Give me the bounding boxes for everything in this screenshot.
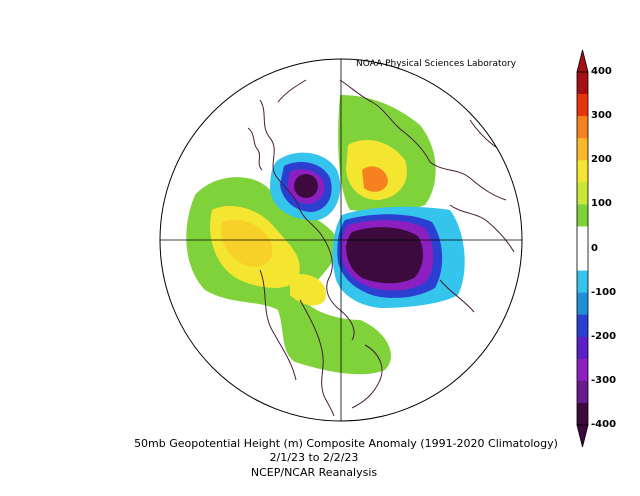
colorbar-segment	[577, 204, 588, 227]
colorbar-segment	[577, 116, 588, 139]
coastline-arctic-north	[277, 79, 307, 103]
colorbar-segment	[577, 270, 588, 293]
colorbar-segment	[577, 402, 588, 426]
colorbar-tick-label: 200	[591, 154, 612, 166]
coastline-africa-east	[351, 344, 383, 409]
coastlines	[247, 79, 515, 417]
colorbar-top-arrow	[576, 49, 589, 73]
coastline-arctic-islands	[247, 127, 263, 171]
positive-anomaly-eurasia-max	[362, 166, 388, 192]
colorbar-segment	[577, 94, 588, 117]
coastline-asia-east	[449, 204, 515, 253]
colorbar-tick-label: -100	[591, 286, 617, 298]
colorbar-tick-label: -300	[591, 374, 617, 386]
colorbar-segment	[577, 314, 588, 338]
colorbar-segment	[577, 358, 588, 382]
colorbar	[576, 49, 589, 448]
coastline-americas	[259, 269, 297, 381]
colorbar-tick-label: 100	[591, 198, 612, 210]
positive-anomaly-pacific-core2	[221, 219, 273, 267]
map-caption-title: 50mb Geopotential Height (m) Composite A…	[134, 437, 558, 450]
map-caption-source: NCEP/NCAR Reanalysis	[250, 466, 378, 479]
coastline-scandinavia	[339, 79, 431, 163]
colorbar-border	[576, 71, 589, 426]
colorbar-tick-label: 400	[591, 66, 612, 77]
colorbar-tick-label: 300	[591, 110, 612, 122]
colorbar-segment	[577, 292, 588, 315]
coastline-greenland-canada	[259, 99, 323, 237]
colorbar-tick-label: -400	[591, 419, 617, 430]
positive-anomaly-atlantic	[290, 274, 326, 306]
coastline-africa-west	[299, 299, 335, 417]
colorbar-segment	[577, 138, 588, 161]
colorbar-segment	[577, 182, 588, 205]
negative-anomaly-alaska-core	[294, 174, 318, 198]
colorbar-segment	[577, 226, 588, 249]
colorbar-tick-label: 0	[591, 242, 598, 254]
credit-label: NOAA Physical Sciences Laboratory	[356, 59, 517, 69]
colorbar-tick-label: -200	[591, 330, 617, 342]
map-caption-dates: 2/1/23 to 2/2/23	[269, 451, 359, 464]
coastline-siberia	[429, 161, 507, 201]
coastline-asia-south	[439, 279, 475, 313]
colorbar-segment	[577, 336, 588, 360]
negative-anomaly-europe-core	[346, 227, 423, 284]
coastline-europe-africa	[321, 235, 355, 341]
colorbar-segment	[577, 380, 588, 404]
coastline-asia-north	[469, 119, 515, 171]
colorbar-segment	[577, 248, 588, 271]
colorbar-segment	[577, 72, 588, 95]
colorbar-segment	[577, 160, 588, 183]
anomaly-fields	[186, 95, 465, 375]
